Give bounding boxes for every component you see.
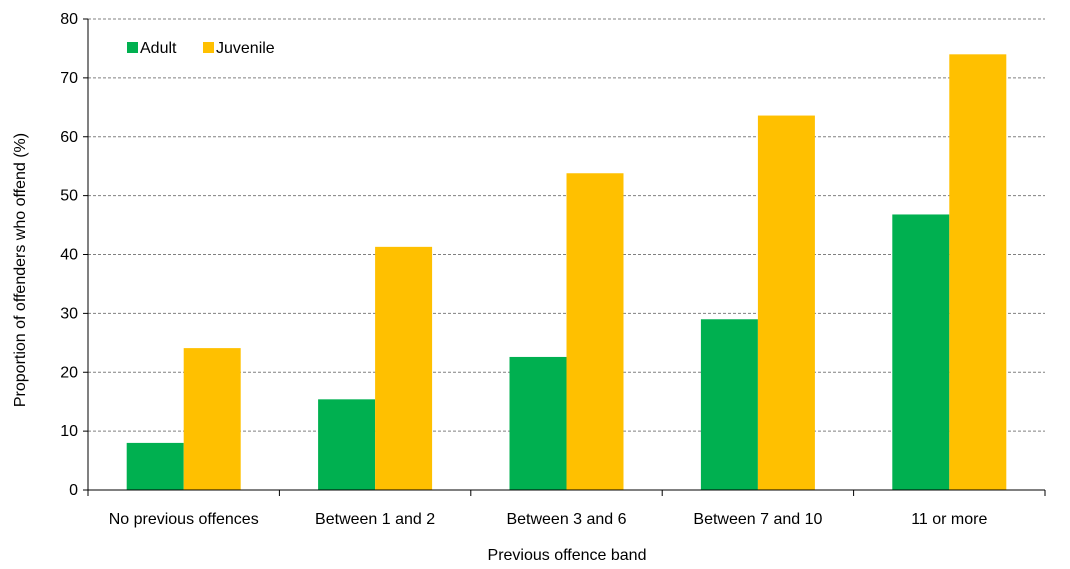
legend-swatch-adult [127, 42, 138, 53]
bar-adult [892, 214, 950, 490]
y-tick-label: 80 [60, 11, 78, 28]
bar-adult [509, 356, 567, 490]
x-axis-title: Previous offence band [488, 547, 647, 564]
bar-juvenile [757, 115, 815, 491]
bar-adult [700, 319, 758, 490]
x-tick-label: 11 or more [911, 511, 987, 528]
bar-juvenile [566, 173, 624, 490]
legend-label-juvenile: Juvenile [216, 40, 275, 57]
y-tick-label: 60 [60, 129, 78, 146]
bar-adult [318, 399, 376, 490]
y-tick-label: 20 [60, 364, 78, 381]
gridlines [88, 18, 1045, 432]
legend: Adult Juvenile [127, 40, 275, 57]
y-tick-label: 10 [60, 423, 78, 440]
y-tick-label: 40 [60, 247, 78, 264]
x-tick-label: No previous offences [109, 511, 259, 528]
legend-label-adult: Adult [140, 40, 177, 57]
legend-swatch-juvenile [203, 42, 214, 53]
bar-juvenile [949, 54, 1007, 490]
x-tick-label: Between 7 and 10 [693, 511, 822, 528]
x-tick-label: Between 3 and 6 [506, 511, 626, 528]
bar-juvenile [183, 348, 241, 490]
y-tick-label: 30 [60, 305, 78, 322]
bar-adult [126, 442, 184, 490]
x-tick-label: Between 1 and 2 [315, 511, 435, 528]
x-axis-ticks: No previous offences Between 1 and 2 Betwe… [87, 490, 1046, 528]
bar-juvenile [375, 246, 433, 490]
y-axis-title: Proportion of offenders who offend (%) [12, 133, 29, 407]
y-tick-label: 50 [60, 188, 78, 205]
bars [126, 54, 1007, 491]
y-axis-ticks: 0 10 20 30 40 50 60 70 80 [60, 11, 88, 499]
y-tick-label: 70 [60, 70, 78, 87]
y-tick-label: 0 [69, 482, 78, 499]
